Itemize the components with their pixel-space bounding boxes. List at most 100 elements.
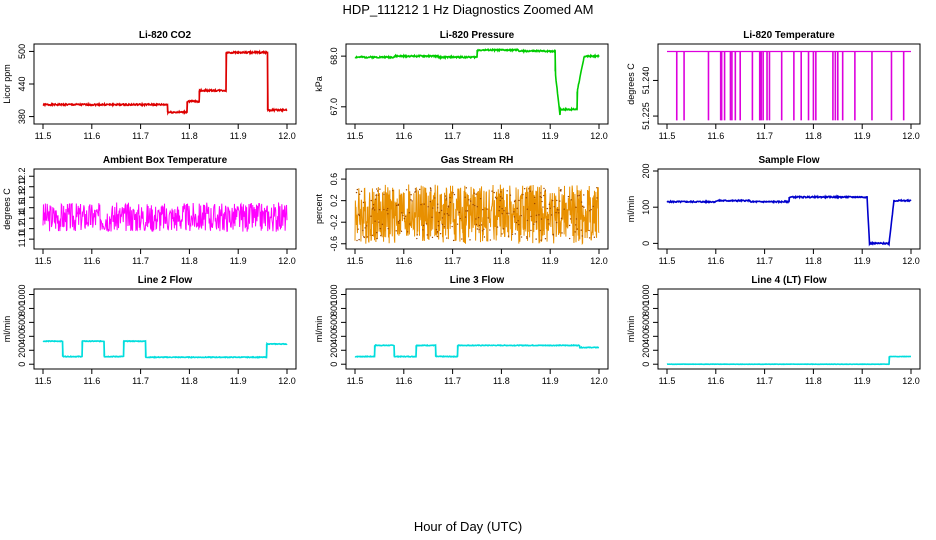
series-point <box>581 205 584 208</box>
series-point <box>501 212 503 215</box>
series-point <box>523 187 526 190</box>
plot-area <box>42 339 288 359</box>
y-tick-label: 500 <box>17 44 27 59</box>
panel-title: Li-820 CO2 <box>139 30 192 41</box>
x-tick-label: 11.9 <box>854 376 871 386</box>
panel-title: Sample Flow <box>758 155 819 166</box>
plot-frame <box>345 43 609 125</box>
series-point <box>356 188 359 191</box>
series-point <box>373 209 376 211</box>
series-point <box>426 234 428 236</box>
panel-title: Gas Stream RH <box>441 155 514 166</box>
series-point <box>358 214 361 217</box>
series-point <box>515 221 518 224</box>
x-tick-label: 11.6 <box>395 131 412 141</box>
series-point <box>574 231 576 233</box>
series-point <box>568 237 571 240</box>
series-point <box>569 218 572 220</box>
series-point <box>501 208 503 210</box>
series-point <box>452 239 455 242</box>
series-point <box>561 232 563 234</box>
series-point <box>464 216 467 218</box>
series-point <box>487 217 489 219</box>
series-point <box>478 224 481 227</box>
y-tick-label: 11.8 <box>17 189 27 206</box>
x-tick-label: 12.0 <box>590 256 608 266</box>
series-point <box>375 194 377 197</box>
series-point <box>377 194 379 196</box>
series-point <box>526 236 528 238</box>
panel-title: Li-820 Pressure <box>440 30 515 41</box>
series-point <box>558 209 560 211</box>
y-tick-label: 11.0 <box>17 231 27 248</box>
y-tick-label: 51.225 <box>641 102 651 130</box>
series-point <box>386 209 388 211</box>
x-tick-label: 11.7 <box>756 131 773 141</box>
series-point <box>533 223 535 225</box>
series-point <box>477 216 480 219</box>
x-tick-label: 12.0 <box>278 256 296 266</box>
y-tick-label: 1000 <box>17 284 27 304</box>
series-point <box>513 216 516 218</box>
plot-area <box>354 184 600 246</box>
x-tick-label: 11.7 <box>444 376 461 386</box>
x-tick-label: 12.0 <box>278 131 296 141</box>
series-point <box>378 208 381 211</box>
plot-frame <box>345 168 609 250</box>
plot-frame <box>33 168 297 250</box>
series-point <box>506 190 508 192</box>
series-point <box>540 239 542 241</box>
series-point <box>449 196 451 199</box>
x-tick-label: 11.7 <box>756 256 773 266</box>
y-tick-label: 0 <box>641 241 651 246</box>
x-tick-label: 11.7 <box>756 376 773 386</box>
series-point <box>416 234 418 236</box>
series-point <box>398 222 400 224</box>
x-tick-label: 11.8 <box>181 376 198 386</box>
panel-title: Ambient Box Temperature <box>103 155 228 166</box>
series-point <box>518 223 520 226</box>
series-point <box>483 228 485 230</box>
series-point <box>539 229 542 232</box>
chart-panel: Li-820 Temperature degrees C 11.5 11.6 11.7 1… <box>626 30 921 141</box>
x-tick-label: 12.0 <box>902 131 920 141</box>
series-point <box>495 197 498 200</box>
series-point <box>449 201 452 204</box>
series-point <box>567 195 570 198</box>
series-line <box>354 184 600 246</box>
series-point <box>514 199 516 202</box>
x-tick-label: 12.0 <box>902 376 920 386</box>
series-point <box>446 237 448 239</box>
series-point <box>528 188 530 190</box>
series-point <box>376 237 378 240</box>
y-tick-label: 600 <box>641 315 651 330</box>
series-point <box>452 192 454 194</box>
x-tick-label: 11.8 <box>493 256 510 266</box>
series-point <box>513 211 515 213</box>
y-tick-label: 100 <box>641 200 651 215</box>
series-point <box>451 225 453 228</box>
series-point <box>526 237 528 239</box>
series-point <box>378 221 380 223</box>
series-point <box>371 234 374 237</box>
series-point <box>425 223 428 225</box>
x-tick-label: 11.7 <box>132 376 149 386</box>
series-point <box>550 214 553 216</box>
series-point <box>464 196 466 198</box>
series-point <box>539 196 542 198</box>
series-point <box>544 238 547 240</box>
series-point <box>559 189 562 192</box>
series-point <box>526 208 529 210</box>
plot-area <box>42 202 288 232</box>
series-point <box>422 229 424 231</box>
series-point <box>540 192 542 194</box>
series-point <box>568 224 571 227</box>
series-point <box>405 189 408 191</box>
series-point <box>372 203 375 206</box>
series-point <box>533 202 536 205</box>
series-point <box>580 229 583 231</box>
x-tick-label: 12.0 <box>590 131 608 141</box>
x-tick-label: 11.9 <box>230 131 247 141</box>
series-point <box>360 190 363 193</box>
series-point <box>518 199 520 202</box>
